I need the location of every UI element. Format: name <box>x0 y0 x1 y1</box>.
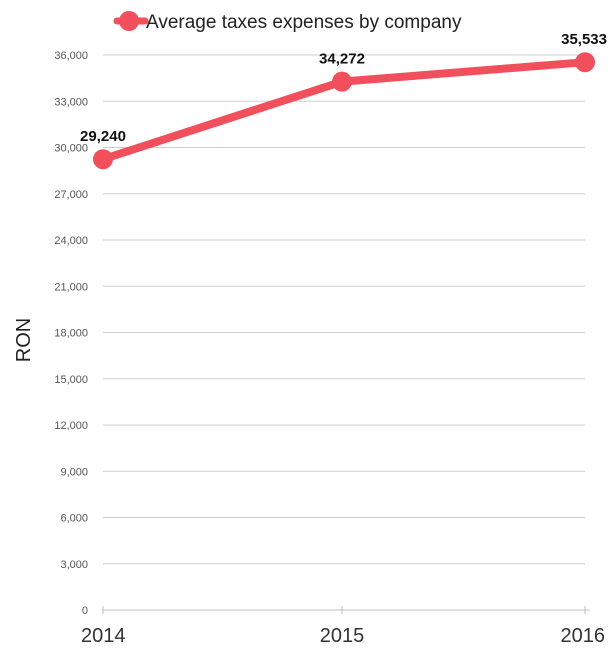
grid-lines <box>103 54 585 565</box>
y-tick-label: 6,000 <box>60 513 88 525</box>
x-axis-ticks: 2014 2015 2016 <box>81 606 605 647</box>
y-tick-label: 33,000 <box>54 96 88 108</box>
data-label: 34,272 <box>319 51 365 68</box>
data-labels: 29,240 34,272 35,533 <box>80 31 607 145</box>
x-tick-label: 2014 <box>81 625 126 647</box>
y-tick-label: 12,000 <box>54 420 88 432</box>
y-tick-label: 0 <box>82 605 88 617</box>
x-tick-label: 2015 <box>320 625 365 647</box>
y-tick-label: 24,000 <box>54 235 88 247</box>
y-tick-label: 21,000 <box>54 281 88 293</box>
data-point <box>575 52 595 73</box>
y-axis-label: RON <box>13 318 35 362</box>
y-tick-label: 15,000 <box>54 374 88 386</box>
data-label: 29,240 <box>80 128 126 145</box>
y-tick-label: 9,000 <box>60 466 88 478</box>
y-tick-label: 3,000 <box>60 559 88 571</box>
data-point <box>93 149 113 170</box>
legend-marker-swatch <box>119 11 139 31</box>
y-tick-label: 30,000 <box>54 143 88 155</box>
x-tick-label: 2016 <box>561 625 606 647</box>
legend: Average taxes expenses by company <box>113 11 462 33</box>
y-axis-ticks: 0 3,000 6,000 9,000 12,000 15,000 18,000 21,000… <box>54 50 88 617</box>
legend-series-name: Average taxes expenses by company <box>146 12 462 33</box>
data-label: 35,533 <box>561 31 607 48</box>
y-tick-label: 36,000 <box>54 50 88 62</box>
y-tick-label: 18,000 <box>54 328 88 340</box>
data-point <box>332 71 352 92</box>
series-layer <box>93 52 595 170</box>
y-tick-label: 27,000 <box>54 189 88 201</box>
